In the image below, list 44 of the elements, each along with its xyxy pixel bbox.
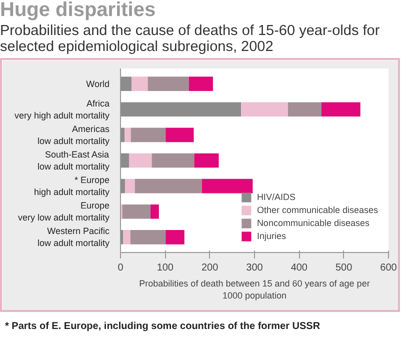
x-tick-label: 600 bbox=[380, 262, 398, 274]
x-tick-label: 400 bbox=[290, 262, 308, 274]
bar bbox=[322, 102, 360, 117]
x-tick-label: 200 bbox=[201, 262, 219, 274]
y-tick-label: World bbox=[86, 78, 110, 89]
bar bbox=[241, 102, 288, 117]
bar bbox=[188, 76, 213, 91]
bar bbox=[120, 76, 132, 91]
bar bbox=[120, 153, 129, 168]
bar bbox=[124, 128, 131, 142]
bar bbox=[123, 230, 130, 244]
x-axis-title: Probabilities of death between 15 and 60 years of age per 1000 population bbox=[139, 278, 370, 300]
legend-label: Noncommunicable diseases bbox=[256, 217, 370, 229]
x-tick-label: 0 bbox=[118, 262, 124, 274]
chart-title: Huge disparities bbox=[0, 0, 156, 21]
legend-label: HIV/AIDS bbox=[256, 191, 296, 203]
bar bbox=[130, 128, 166, 142]
x-tick-label: 500 bbox=[335, 262, 353, 274]
bar bbox=[120, 102, 242, 117]
bar bbox=[124, 178, 135, 194]
bar bbox=[288, 102, 322, 117]
bar bbox=[128, 153, 152, 168]
bar bbox=[202, 178, 253, 194]
bar bbox=[148, 76, 189, 91]
bar bbox=[166, 230, 184, 244]
y-tick-label: Europe very low adult mortality bbox=[18, 200, 110, 223]
bar bbox=[130, 230, 166, 244]
bar bbox=[134, 178, 202, 194]
chart-subtitle: Probabilities and the cause of deaths of 15-60 year-olds for selected epidemiological subregions, 2002 bbox=[0, 23, 381, 55]
y-tick-label: South-East Asia low adult mortality bbox=[37, 150, 110, 172]
bar bbox=[152, 153, 194, 168]
bar bbox=[150, 204, 159, 219]
y-tick-label: Americas low adult mortality bbox=[37, 124, 110, 146]
legend-label: Other communicable diseases bbox=[256, 204, 378, 216]
bar bbox=[194, 153, 219, 168]
y-tick-label: Africa very high adult mortality bbox=[14, 98, 110, 120]
x-tick-label: 300 bbox=[246, 262, 264, 274]
legend-label: Injuries bbox=[256, 230, 286, 242]
text: * Parts of E. Europe, including some countries of the former USSR bbox=[5, 320, 320, 334]
y-tick-label: Western Pacific low adult mortality bbox=[37, 226, 110, 248]
bar bbox=[166, 128, 194, 142]
x-tick-label: 100 bbox=[156, 262, 174, 274]
bar bbox=[132, 76, 148, 91]
y-tick-label: * Europe high adult mortality bbox=[34, 175, 110, 198]
